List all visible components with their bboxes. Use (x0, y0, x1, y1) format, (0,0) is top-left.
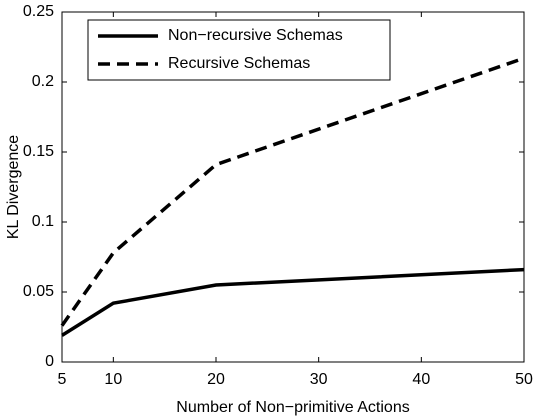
y-tick-label: 0 (45, 353, 54, 370)
x-tick-label: 20 (207, 371, 225, 388)
legend-label: Recursive Schemas (168, 55, 310, 72)
plot-frame (61, 11, 525, 363)
data-line (60, 56, 525, 327)
x-axis-label: Number of Non−primitive Actions (176, 399, 409, 416)
y-tick-label: 0.1 (32, 213, 54, 230)
y-tick-label: 0.25 (23, 3, 54, 20)
x-tick-label: 10 (104, 371, 122, 388)
y-tick-label: 0.15 (23, 143, 54, 160)
y-axis-label: KL Divergence (5, 135, 22, 239)
data-line (61, 267, 525, 337)
legend-label: Non−recursive Schemas (168, 27, 343, 44)
y-tick-label: 0.05 (23, 283, 54, 300)
legend-box (87, 19, 391, 81)
x-tick-label: 5 (58, 371, 67, 388)
x-tick-label: 40 (412, 371, 430, 388)
x-tick-label: 50 (515, 371, 533, 388)
y-tick-label: 0.2 (32, 73, 54, 90)
x-tick-label: 30 (310, 371, 328, 388)
